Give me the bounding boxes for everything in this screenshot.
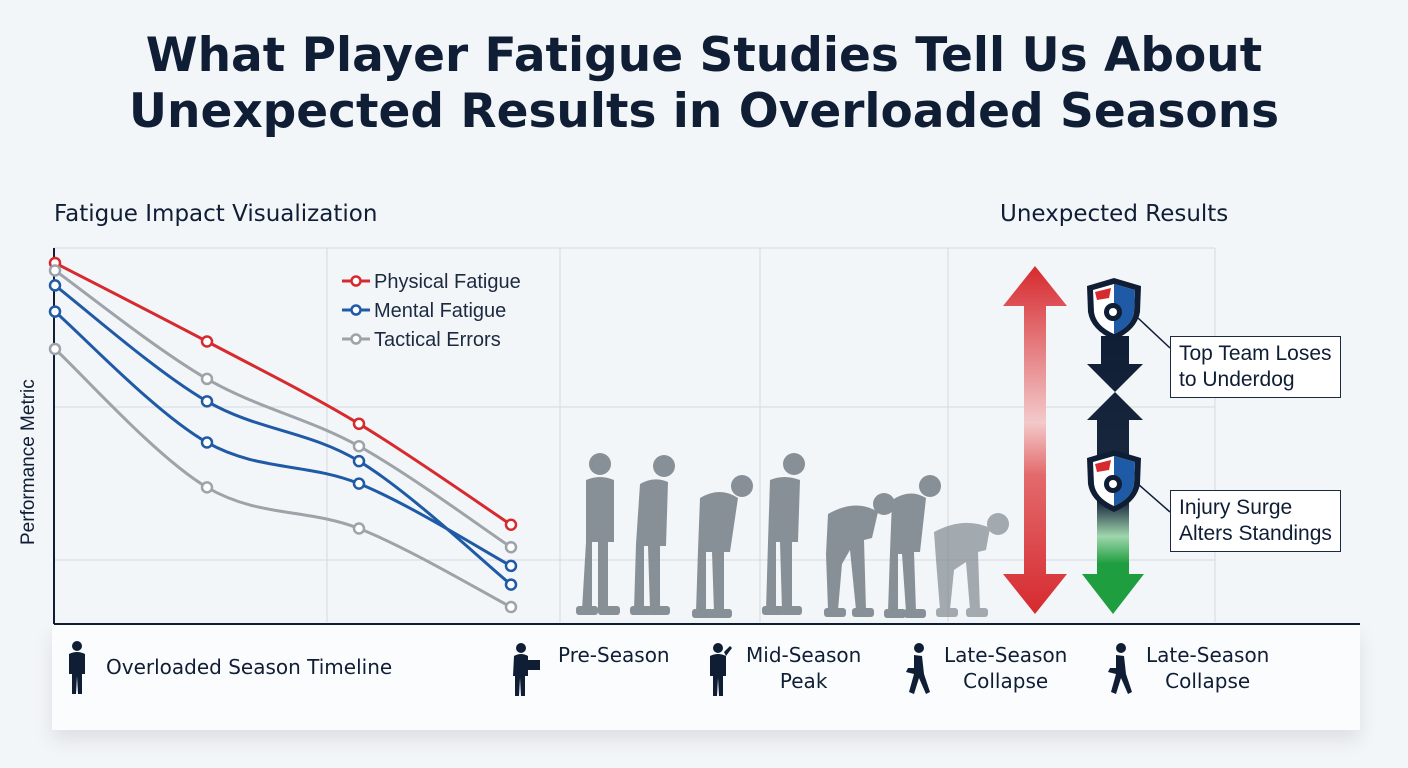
fatigued-player-silhouette-icons — [576, 453, 1009, 618]
timeline-label-item: Overloaded Season Timeline — [66, 640, 392, 696]
title-line-1: What Player Fatigue Studies Tell Us Abou… — [145, 28, 1263, 83]
callout-connector — [1137, 483, 1171, 513]
data-point-4-2 — [352, 522, 366, 535]
y-axis-label: Performance Metric — [18, 379, 39, 545]
person-icon — [906, 643, 930, 694]
fatigued-player-silhouette-icon — [934, 513, 1009, 617]
data-point-3-2 — [352, 477, 366, 490]
legend-swatch-marker — [350, 333, 362, 345]
person-icon — [1108, 643, 1132, 694]
timeline-label: Overloaded Season Timeline — [106, 655, 393, 679]
data-point-1-3 — [504, 578, 518, 591]
callout-top-team-loses: Top Team Loses to Underdog — [1170, 336, 1341, 398]
fatigued-player-silhouette-icon — [824, 493, 895, 617]
data-point-1-1 — [200, 395, 214, 408]
stage-line: Peak — [779, 669, 828, 693]
team-shield-icon — [1087, 278, 1141, 340]
data-point-1-2 — [352, 454, 366, 468]
series-line-2 — [54, 269, 512, 549]
data-point-3-0 — [48, 305, 62, 318]
timeline-stage: Pre-Season — [512, 642, 670, 698]
stage-line: Mid-Season — [746, 643, 862, 667]
timeline-band — [52, 625, 1360, 730]
data-point-2-0 — [48, 264, 62, 277]
series-layer — [48, 256, 518, 614]
legend: Physical Fatigue Mental Fatigue Tactical E… — [342, 271, 521, 351]
timeline-stage: Mid-Season Peak — [706, 642, 861, 698]
title-line-2: Unexpected Results in Overloaded Seasons — [128, 84, 1280, 139]
legend-label: Mental Fatigue — [374, 300, 506, 322]
double-arrow-icon — [1003, 266, 1067, 614]
stage-line: Collapse — [1165, 669, 1251, 693]
data-point-0-3 — [504, 518, 518, 532]
data-point-0-2 — [352, 417, 366, 431]
callout-injury-surge: Injury Surge Alters Standings — [1170, 490, 1341, 552]
data-point-3-3 — [504, 559, 518, 573]
timeline-stage: Late-Season Collapse — [1104, 642, 1269, 698]
series-line-0 — [54, 261, 512, 527]
legend-swatch-marker — [350, 304, 362, 316]
data-point-0-1 — [200, 335, 214, 348]
stage-line: Late-Season — [944, 643, 1068, 667]
data-point-3-1 — [200, 436, 214, 449]
data-point-4-0 — [48, 342, 62, 356]
data-point-2-1 — [200, 372, 214, 386]
data-point-2-3 — [504, 540, 518, 554]
team-shield-icon — [1087, 450, 1141, 512]
data-point-4-1 — [200, 481, 214, 494]
fatigued-player-silhouette-icon — [884, 475, 941, 618]
callout-connector — [1137, 317, 1171, 349]
callout-line: Top Team Loses — [1179, 342, 1332, 365]
callout-line: Injury Surge — [1179, 496, 1293, 519]
series-line-4 — [53, 347, 512, 609]
person-icon — [513, 643, 540, 696]
legend-label: Physical Fatigue — [374, 271, 521, 293]
series-line-3 — [54, 310, 512, 568]
stage-line: Collapse — [963, 669, 1049, 693]
stage-line: Pre-Season — [558, 643, 670, 667]
fatigued-player-silhouette-icon — [762, 453, 805, 615]
fatigued-player-silhouette-icon — [576, 453, 620, 615]
page-title: What Player Fatigue Studies Tell Us Abou… — [0, 28, 1408, 140]
fatigued-player-silhouette-icon — [692, 475, 753, 618]
person-icon — [710, 643, 732, 696]
callout-line: Alters Standings — [1179, 522, 1332, 545]
callout-line: to Underdog — [1179, 368, 1295, 391]
unexpected-results-subtitle: Unexpected Results — [1000, 201, 1229, 227]
fatigue-chart: Physical Fatigue Mental Fatigue Tactical E… — [48, 247, 1360, 625]
timeline-stage: Late-Season Collapse — [902, 642, 1067, 698]
fatigue-impact-subtitle: Fatigue Impact Visualization — [54, 201, 378, 227]
data-point-2-2 — [352, 439, 366, 453]
fatigued-player-silhouette-icon — [630, 455, 675, 615]
person-icon — [69, 641, 85, 694]
legend-swatch-marker — [350, 275, 362, 287]
data-point-1-0 — [48, 279, 62, 292]
data-point-4-3 — [504, 600, 518, 614]
legend-label: Tactical Errors — [374, 329, 501, 351]
stage-line: Late-Season — [1146, 643, 1270, 667]
